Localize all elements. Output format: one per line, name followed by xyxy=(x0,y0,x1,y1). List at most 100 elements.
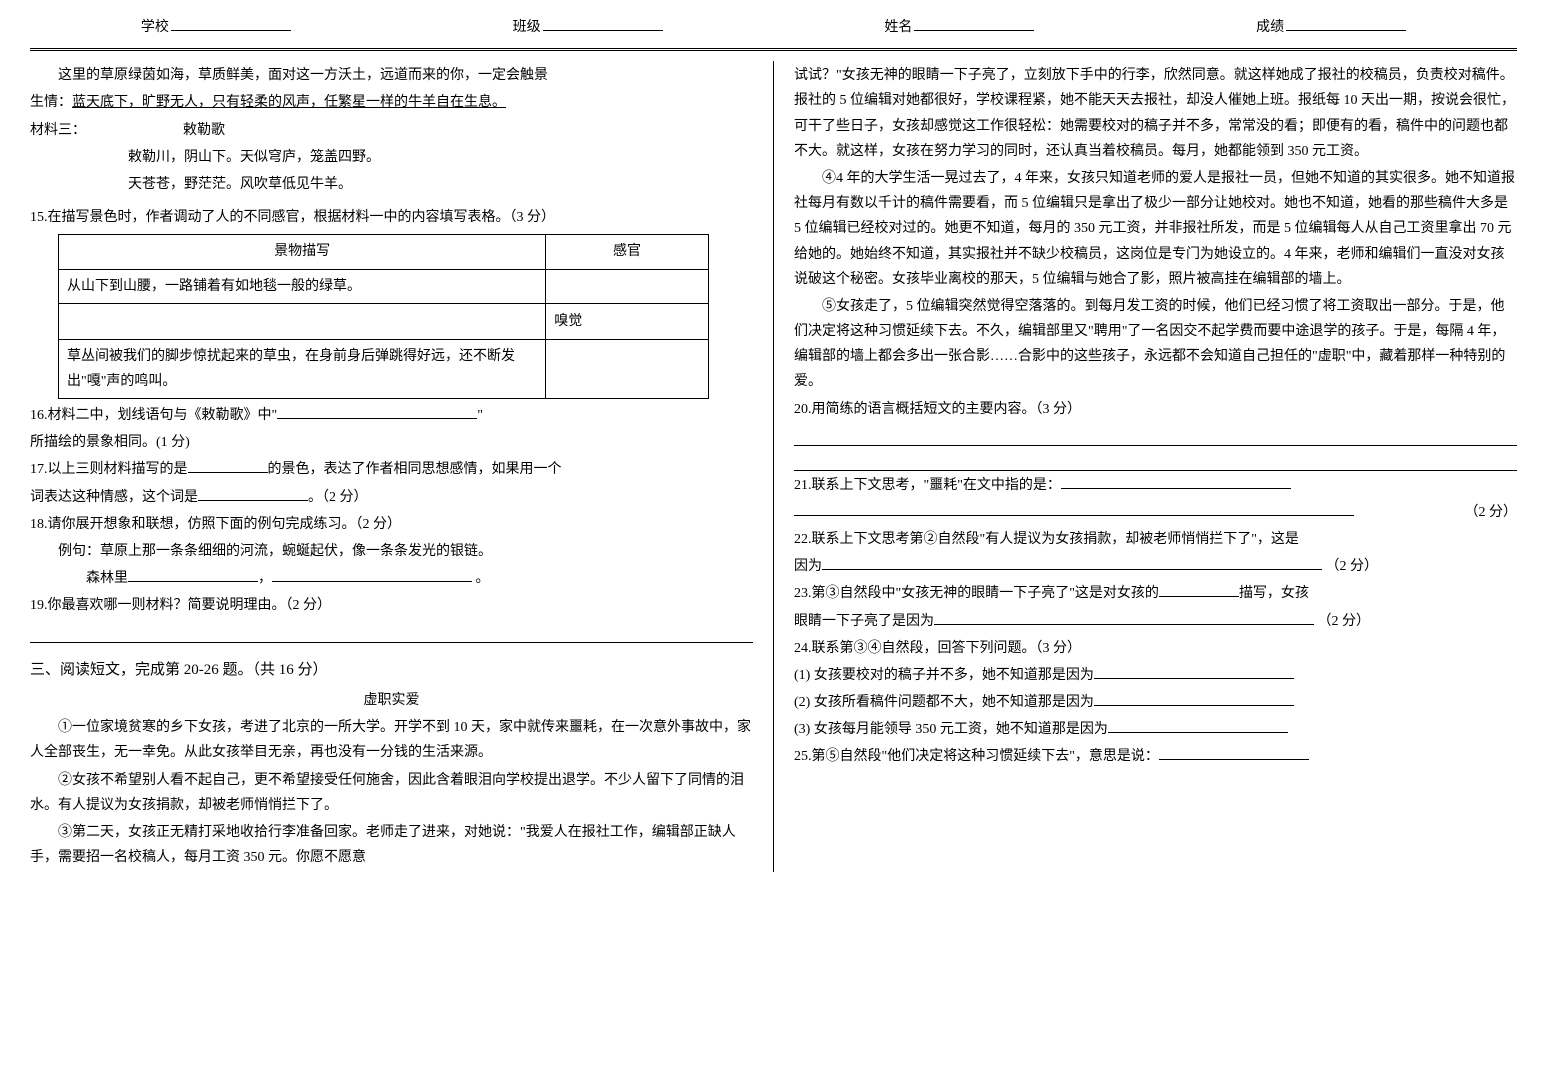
q18-blank2[interactable] xyxy=(272,568,472,582)
q15-r1c1: 从山下到山腰，一路铺着有如地毯一般的绿草。 xyxy=(59,269,546,303)
name-label: 姓名 xyxy=(884,15,912,40)
q23-line2: 眼睛一下子亮了是因为 （2 分） xyxy=(794,609,1517,634)
class-label: 班级 xyxy=(513,15,541,40)
q17-d: 。（2 分） xyxy=(308,490,368,505)
q15-table: 景物描写 感官 从山下到山腰，一路铺着有如地毯一般的绿草。 嗅觉 草丛间被我们的… xyxy=(58,234,709,399)
q25: 25.第⑤自然段"他们决定将这种习惯延续下去"，意思是说： xyxy=(794,744,1517,769)
school-label: 学校 xyxy=(141,15,169,40)
q21-blank1[interactable] xyxy=(1061,475,1291,489)
passage-title: 虚职实爱 xyxy=(30,688,753,713)
q21-points: （2 分） xyxy=(1465,500,1518,525)
q21: 21.联系上下文思考，"噩耗"在文中指的是： xyxy=(794,473,1517,498)
q15-r2c1[interactable] xyxy=(59,303,546,339)
header-row: 学校 班级 姓名 成绩 xyxy=(30,10,1517,51)
q22-blank[interactable] xyxy=(822,556,1322,570)
q17-line1: 17.以上三则材料描写的是 的景色，表达了作者相同思想感情，如果用一个 xyxy=(30,457,753,482)
q18-example: 例句：草原上那一条条细细的河流，蜿蜒起伏，像一条条发光的银链。 xyxy=(30,539,753,564)
q17-blank2[interactable] xyxy=(198,487,308,501)
content-columns: 这里的草原绿茵如海，草质鲜美，面对这一方沃土，远道而来的你，一定会触景 生情：蓝… xyxy=(30,61,1517,872)
q24-2-text: (2) 女孩所看稿件问题都不大，她不知道那是因为 xyxy=(794,695,1094,710)
para3: ③第二天，女孩正无精打采地收拾行李准备回家。老师走了进来，对她说："我爱人在报社… xyxy=(30,820,753,870)
q25-blank[interactable] xyxy=(1159,746,1309,760)
intro2-prefix: 生情： xyxy=(30,95,72,110)
poem-line1: 敕勒川，阴山下。天似穹庐，笼盖四野。 xyxy=(30,145,753,170)
section3-title: 三、阅读短文，完成第 20-26 题。（共 16 分） xyxy=(30,657,753,684)
q19: 19.你最喜欢哪一则材料？简要说明理由。（2 分） xyxy=(30,593,753,618)
q22-line2: 因为 （2 分） xyxy=(794,554,1517,579)
q15-r3c1: 草丛间被我们的脚步惊扰起来的草虫，在身前身后弹跳得好远，还不断发出"嘎"声的鸣叫… xyxy=(59,339,546,398)
q22-points: （2 分） xyxy=(1326,559,1379,574)
q21-line2: （2 分） xyxy=(794,500,1517,525)
q18-ans-prefix: 森林里 xyxy=(86,571,128,586)
score-label: 成绩 xyxy=(1256,15,1284,40)
q23-line1: 23.第③自然段中"女孩无神的眼睛一下子亮了"这是对女孩的 描写，女孩 xyxy=(794,581,1517,606)
q17-a: 17.以上三则材料描写的是 xyxy=(30,462,188,477)
q25-text: 25.第⑤自然段"他们决定将这种习惯延续下去"，意思是说： xyxy=(794,749,1159,764)
q17-line2: 词表达这种情感，这个词是 。（2 分） xyxy=(30,485,753,510)
poem-line2: 天苍苍，野茫茫。风吹草低见牛羊。 xyxy=(30,172,753,197)
class-blank[interactable] xyxy=(543,17,663,31)
q15-th2: 感官 xyxy=(546,235,708,269)
q23-a: 23.第③自然段中"女孩无神的眼睛一下子亮了"这是对女孩的 xyxy=(794,586,1159,601)
q24-3: (3) 女孩每月能领导 350 元工资，她不知道那是因为 xyxy=(794,717,1517,742)
class-field: 班级 xyxy=(513,15,663,40)
intro2-underline: 蓝天底下，旷野无人，只有轻柔的风声，任繁星一样的牛羊自在生息。 xyxy=(72,95,506,110)
q19-blank[interactable] xyxy=(30,621,753,643)
school-field: 学校 xyxy=(141,15,291,40)
material3-row: 材料三： 敕勒歌 xyxy=(30,118,753,143)
q23-c: 眼睛一下子亮了是因为 xyxy=(794,614,934,629)
q21-text: 21.联系上下文思考，"噩耗"在文中指的是： xyxy=(794,478,1061,493)
intro-line2: 生情：蓝天底下，旷野无人，只有轻柔的风声，任繁星一样的牛羊自在生息。 xyxy=(30,90,753,115)
q15-r2c2: 嗅觉 xyxy=(546,303,708,339)
q22-b: 因为 xyxy=(794,559,822,574)
q17-b: 的景色，表达了作者相同思想感情，如果用一个 xyxy=(268,462,562,477)
column-divider xyxy=(773,61,774,872)
q16-line1: 16.材料二中，划线语句与《敕勒歌》中" " xyxy=(30,403,753,428)
para4: ④4 年的大学生活一晃过去了，4 年来，女孩只知道老师的爱人是报社一员，但她不知… xyxy=(794,166,1517,292)
q17-c: 词表达这种情感，这个词是 xyxy=(30,490,198,505)
q18-answer: 森林里， 。 xyxy=(30,566,753,591)
q17-blank1[interactable] xyxy=(188,459,268,473)
q21-blank2[interactable] xyxy=(794,502,1354,516)
school-blank[interactable] xyxy=(171,17,291,31)
name-field: 姓名 xyxy=(884,15,1034,40)
para1: ①一位家境贫寒的乡下女孩，考进了北京的一所大学。开学不到 10 天，家中就传来噩… xyxy=(30,715,753,765)
q15-th1: 景物描写 xyxy=(59,235,546,269)
q16-blank[interactable] xyxy=(277,405,477,419)
material3-title: 敕勒歌 xyxy=(183,123,225,138)
q24-1: (1) 女孩要校对的稿子并不多，她不知道那是因为 xyxy=(794,663,1517,688)
q23-points: （2 分） xyxy=(1318,614,1371,629)
q16-b: " xyxy=(477,408,483,423)
para3b: 试试？"女孩无神的眼睛一下子亮了，立刻放下手中的行李，欣然同意。就这样她成了报社… xyxy=(794,63,1517,164)
score-blank[interactable] xyxy=(1286,17,1406,31)
q22-line1: 22.联系上下文思考第②自然段"有人提议为女孩捐款，却被老师悄悄拦下了"，这是 xyxy=(794,527,1517,552)
q18-blank1[interactable] xyxy=(128,568,258,582)
q18: 18.请你展开想象和联想，仿照下面的例句完成练习。（2 分） xyxy=(30,512,753,537)
score-field: 成绩 xyxy=(1256,15,1406,40)
q23-b: 描写，女孩 xyxy=(1239,586,1309,601)
q23-blank1[interactable] xyxy=(1159,583,1239,597)
para2: ②女孩不希望别人看不起自己，更不希望接受任何施舍，因此含着眼泪向学校提出退学。不… xyxy=(30,768,753,818)
q23-blank2[interactable] xyxy=(934,611,1314,625)
material3-label: 材料三： xyxy=(30,123,86,138)
q20: 20.用简练的语言概括短文的主要内容。（3 分） xyxy=(794,397,1517,422)
q16-a: 16.材料二中，划线语句与《敕勒歌》中" xyxy=(30,408,277,423)
q24-2-blank[interactable] xyxy=(1094,692,1294,706)
name-blank[interactable] xyxy=(914,17,1034,31)
q15-r1c2[interactable] xyxy=(546,269,708,303)
q15-r3c2[interactable] xyxy=(546,339,708,398)
q16-line2: 所描绘的景象相同。(1 分) xyxy=(30,430,753,455)
q24-3-text: (3) 女孩每月能领导 350 元工资，她不知道那是因为 xyxy=(794,722,1108,737)
intro-line1: 这里的草原绿茵如海，草质鲜美，面对这一方沃土，远道而来的你，一定会触景 xyxy=(30,63,753,88)
left-column: 这里的草原绿茵如海，草质鲜美，面对这一方沃土，远道而来的你，一定会触景 生情：蓝… xyxy=(30,61,753,872)
right-column: 试试？"女孩无神的眼睛一下子亮了，立刻放下手中的行李，欣然同意。就这样她成了报社… xyxy=(794,61,1517,872)
q24-3-blank[interactable] xyxy=(1108,719,1288,733)
q24-1-text: (1) 女孩要校对的稿子并不多，她不知道那是因为 xyxy=(794,668,1094,683)
q20-blank1[interactable] xyxy=(794,424,1517,446)
q15: 15.在描写景色时，作者调动了人的不同感官，根据材料一中的内容填写表格。（3 分… xyxy=(30,205,753,230)
q24-2: (2) 女孩所看稿件问题都不大，她不知道那是因为 xyxy=(794,690,1517,715)
q24-1-blank[interactable] xyxy=(1094,665,1294,679)
q24: 24.联系第③④自然段，回答下列问题。（3 分） xyxy=(794,636,1517,661)
para5: ⑤女孩走了，5 位编辑突然觉得空落落的。到每月发工资的时候，他们已经习惯了将工资… xyxy=(794,294,1517,395)
q20-blank2[interactable] xyxy=(794,448,1517,470)
